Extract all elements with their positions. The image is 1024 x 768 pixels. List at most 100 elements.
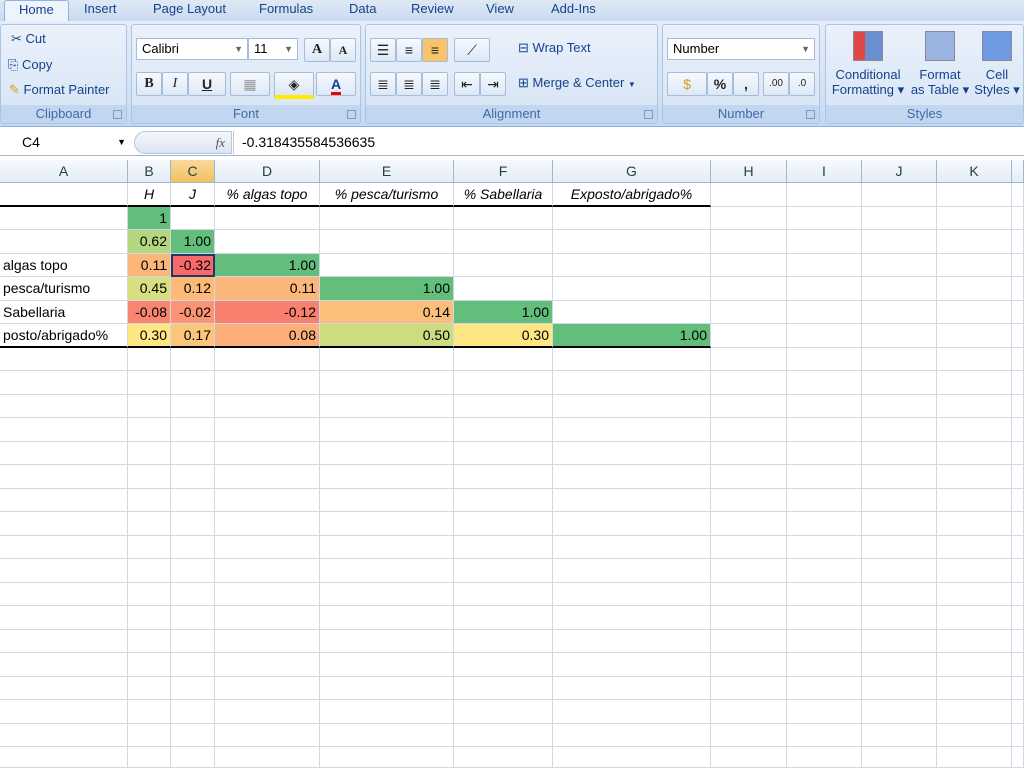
cell[interactable]: 1.00 (215, 253, 320, 277)
cell[interactable] (320, 559, 454, 583)
middle-align-button[interactable]: ≡ (396, 38, 422, 62)
cell[interactable]: 0.30 (454, 324, 553, 348)
cell[interactable] (171, 747, 215, 768)
fill-color-button[interactable]: ◈ (274, 72, 314, 99)
cell[interactable] (787, 418, 862, 442)
cell[interactable] (215, 629, 320, 653)
cell[interactable] (937, 606, 1012, 630)
cell[interactable] (787, 629, 862, 653)
cell[interactable] (454, 535, 553, 559)
cell[interactable] (0, 394, 128, 418)
shrink-font-button[interactable]: A (330, 38, 356, 62)
cell[interactable]: -0.08 (128, 300, 171, 324)
bold-button[interactable]: B (136, 72, 162, 96)
cell[interactable] (937, 277, 1012, 301)
column-header-k[interactable]: K (937, 160, 1012, 183)
cell[interactable] (937, 700, 1012, 724)
cell[interactable] (862, 653, 937, 677)
cell[interactable] (711, 488, 787, 512)
cell[interactable] (128, 676, 171, 700)
cell[interactable] (937, 653, 1012, 677)
cell[interactable] (454, 629, 553, 653)
copy-button[interactable]: ⎘ Copy (8, 57, 53, 72)
cell[interactable] (553, 653, 711, 677)
cell[interactable] (320, 230, 454, 254)
cell[interactable] (128, 347, 171, 371)
cell[interactable] (454, 441, 553, 465)
cell[interactable] (171, 629, 215, 653)
column-header-g[interactable]: G (553, 160, 711, 183)
cell[interactable] (320, 488, 454, 512)
cell[interactable] (787, 371, 862, 395)
cell[interactable]: 0.30 (128, 324, 171, 348)
cell[interactable] (553, 300, 711, 324)
cell[interactable] (215, 465, 320, 489)
cell[interactable] (171, 371, 215, 395)
cell[interactable] (787, 347, 862, 371)
cell[interactable] (711, 324, 787, 348)
cell[interactable] (454, 676, 553, 700)
cell[interactable] (711, 183, 787, 207)
cell[interactable]: 1 (128, 206, 171, 230)
cell[interactable] (711, 535, 787, 559)
cell[interactable] (215, 371, 320, 395)
cell[interactable] (1012, 465, 1024, 489)
cell[interactable] (128, 512, 171, 536)
cell[interactable]: 0.62 (128, 230, 171, 254)
cell[interactable] (862, 300, 937, 324)
format-painter-button[interactable]: ✎ Format Painter (9, 82, 110, 97)
cell[interactable] (1012, 183, 1024, 207)
cell[interactable] (171, 676, 215, 700)
cell[interactable] (553, 230, 711, 254)
cell[interactable] (1012, 230, 1024, 254)
cell[interactable] (787, 535, 862, 559)
cell[interactable] (862, 465, 937, 489)
cell[interactable]: -0.12 (215, 300, 320, 324)
cell[interactable]: 0.17 (171, 324, 215, 348)
cell[interactable] (171, 559, 215, 583)
cell[interactable] (787, 465, 862, 489)
cell[interactable] (215, 653, 320, 677)
cell[interactable] (320, 371, 454, 395)
cell[interactable] (1012, 676, 1024, 700)
grow-font-button[interactable]: A (304, 38, 330, 62)
cell[interactable] (553, 277, 711, 301)
decrease-indent-button[interactable]: ⇤ (454, 72, 480, 96)
cell[interactable] (171, 700, 215, 724)
cell[interactable] (1012, 488, 1024, 512)
cell[interactable]: % Sabellaria (454, 183, 553, 207)
cell[interactable] (454, 418, 553, 442)
cell[interactable] (553, 629, 711, 653)
cell[interactable] (215, 535, 320, 559)
cell[interactable] (171, 418, 215, 442)
dialog-launcher-icon[interactable] (347, 110, 356, 119)
cell[interactable] (0, 206, 128, 230)
cell[interactable] (320, 465, 454, 489)
cell[interactable] (862, 606, 937, 630)
cell[interactable] (0, 441, 128, 465)
cell[interactable] (862, 488, 937, 512)
cell[interactable] (711, 747, 787, 768)
cell[interactable] (711, 394, 787, 418)
cell[interactable]: 0.08 (215, 324, 320, 348)
cell[interactable]: posto/abrigado% (0, 324, 128, 348)
cell[interactable] (711, 230, 787, 254)
cell[interactable]: algas topo (0, 253, 128, 277)
cell[interactable] (320, 206, 454, 230)
cell[interactable] (0, 676, 128, 700)
cell[interactable] (937, 230, 1012, 254)
cell[interactable] (454, 747, 553, 768)
cell[interactable] (454, 700, 553, 724)
tab-data[interactable]: Data (349, 1, 377, 16)
cell[interactable] (787, 653, 862, 677)
cell[interactable] (937, 183, 1012, 207)
cell[interactable] (711, 606, 787, 630)
underline-button[interactable]: U (188, 72, 226, 96)
cell[interactable] (711, 300, 787, 324)
cell[interactable] (1012, 441, 1024, 465)
cell[interactable] (787, 559, 862, 583)
cell[interactable] (553, 606, 711, 630)
cell[interactable] (128, 653, 171, 677)
cell[interactable] (711, 347, 787, 371)
cell[interactable] (787, 253, 862, 277)
